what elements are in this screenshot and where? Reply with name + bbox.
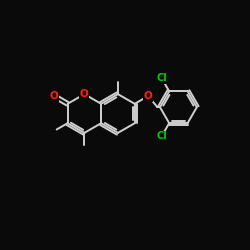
Text: Cl: Cl (156, 131, 167, 141)
Text: O: O (144, 91, 152, 101)
Text: Cl: Cl (156, 73, 167, 83)
Text: O: O (80, 89, 89, 99)
Text: O: O (50, 91, 58, 101)
